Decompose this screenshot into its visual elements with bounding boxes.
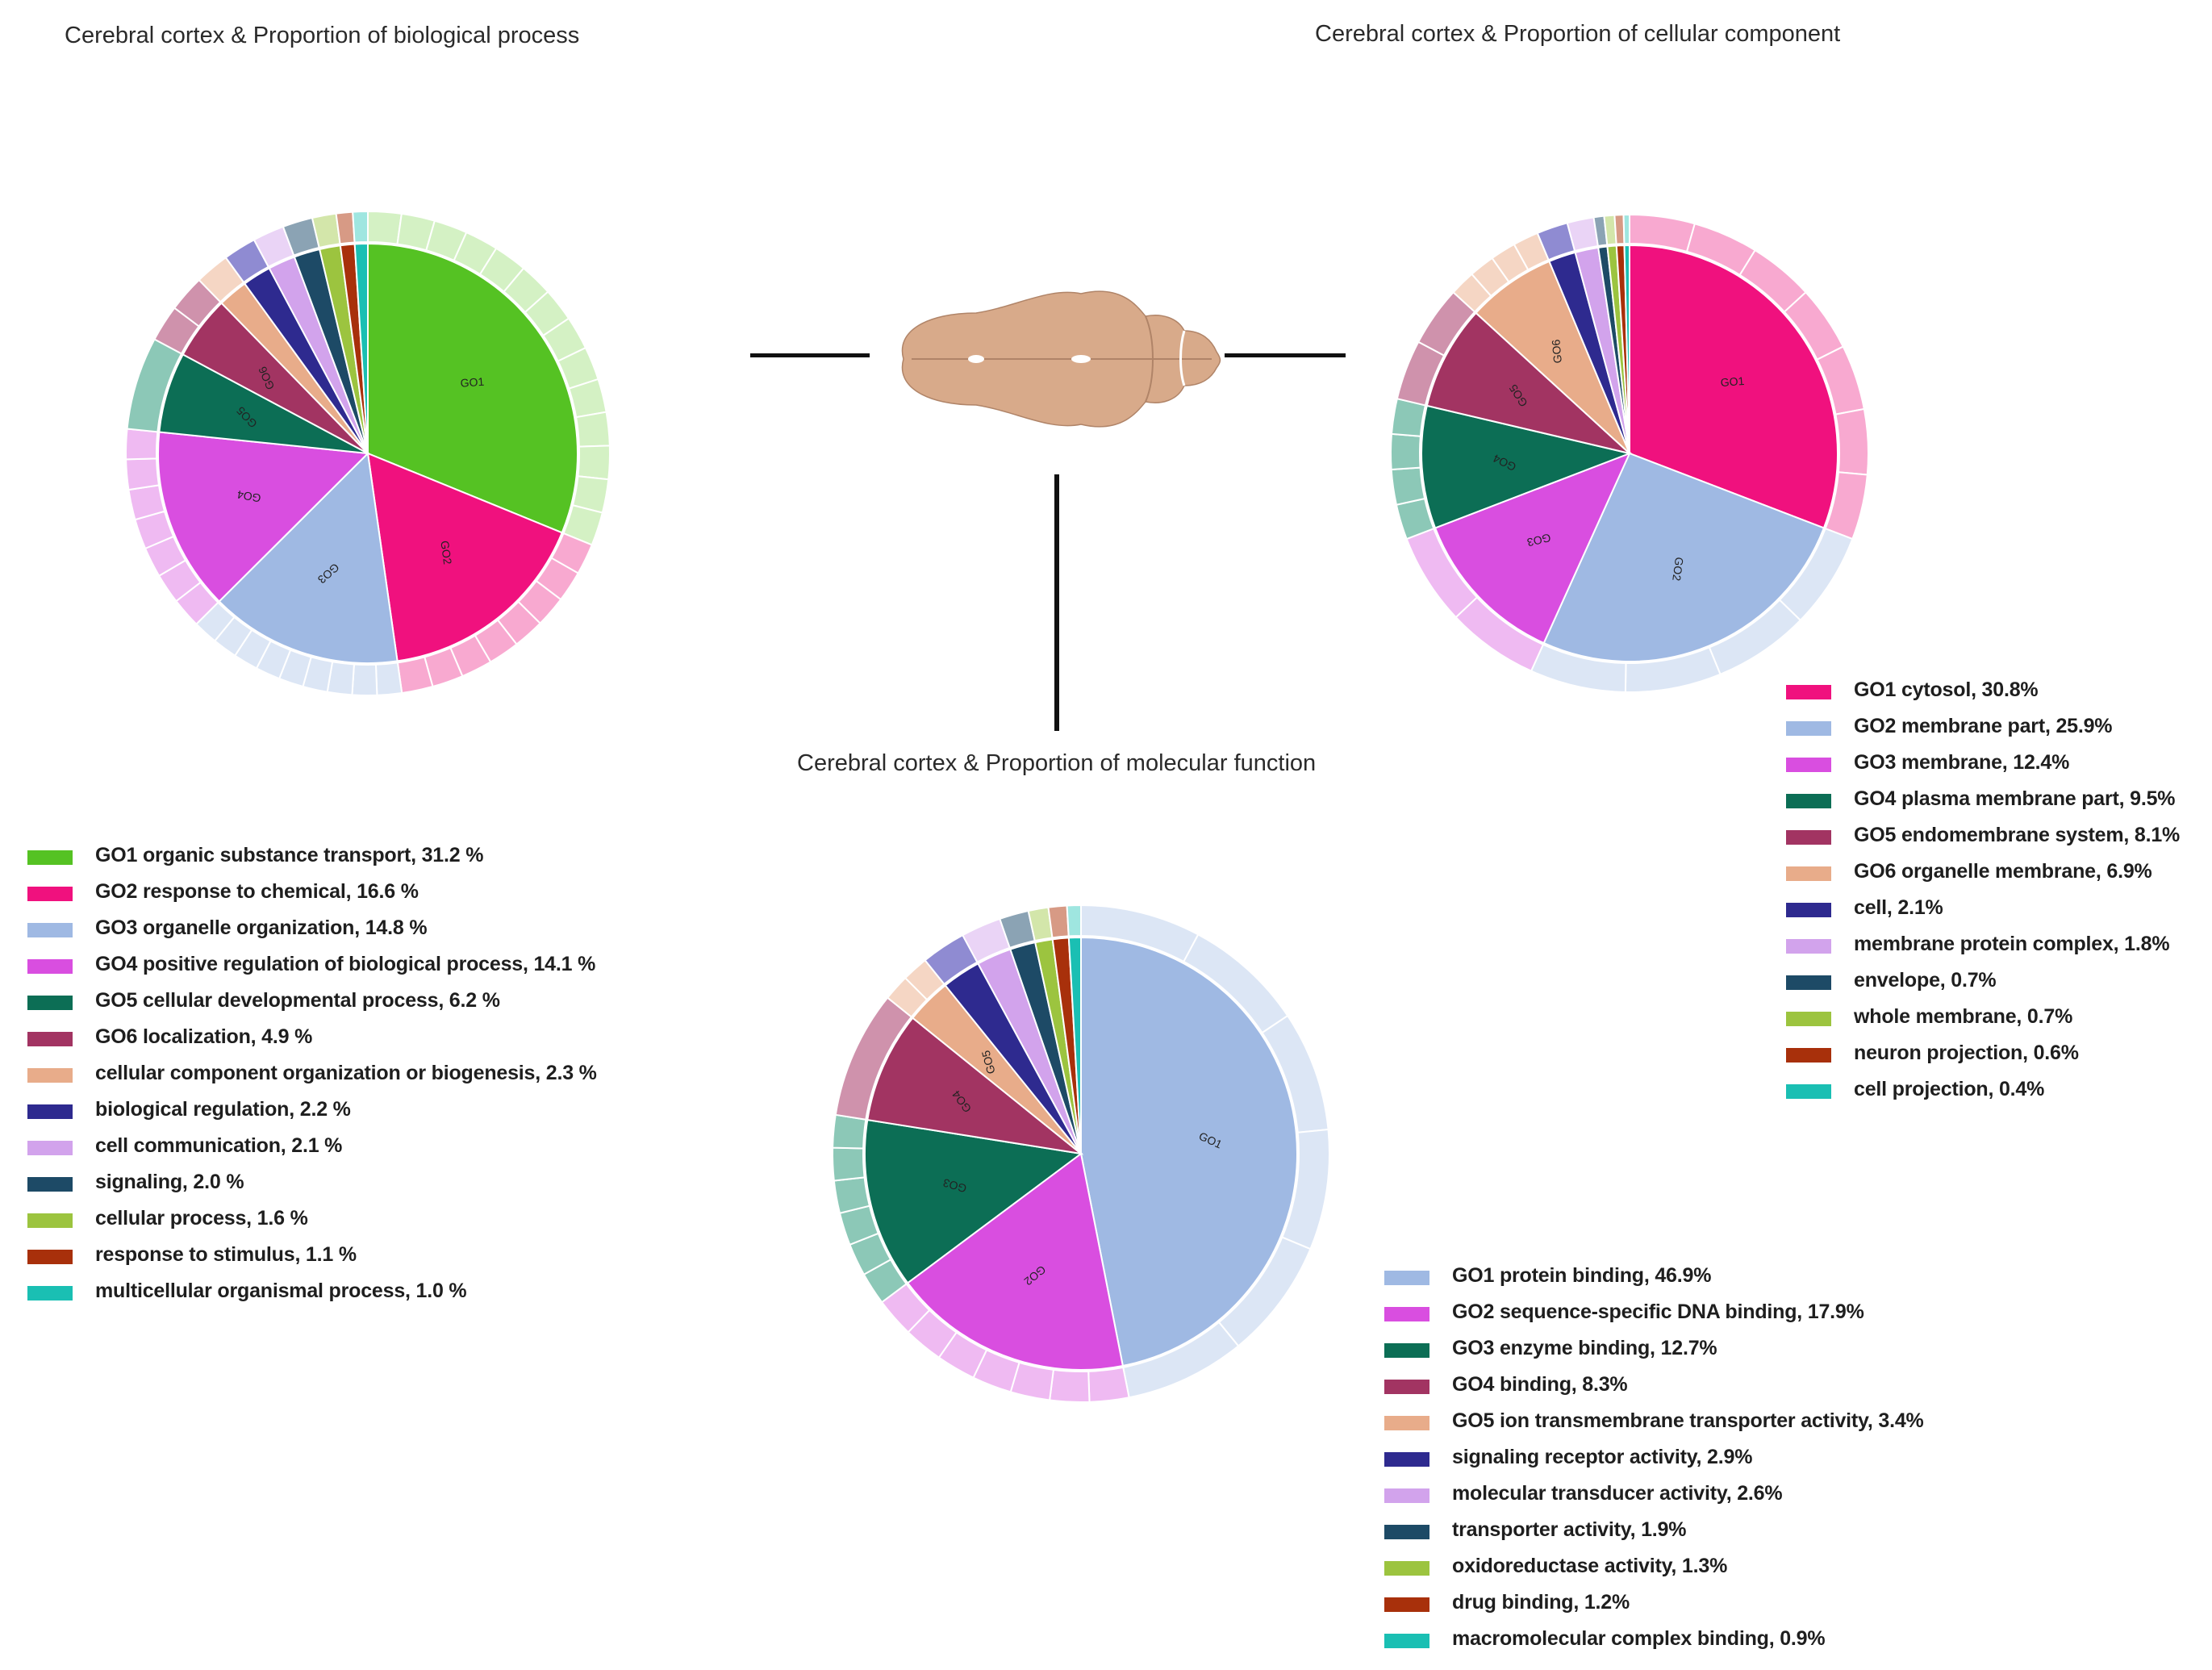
legend-swatch [1384, 1634, 1429, 1648]
legend-label: biological regulation, 2.2 % [95, 1098, 351, 1121]
legend-label: drug binding, 1.2% [1452, 1591, 1630, 1614]
legend-swatch [27, 1177, 73, 1192]
legend-label: whole membrane, 0.7% [1854, 1005, 2072, 1029]
legend-label: signaling receptor activity, 2.9% [1452, 1446, 1752, 1469]
connector-line-down [1054, 474, 1059, 731]
legend-swatch [1786, 975, 1831, 990]
outer-ring-segment [833, 1115, 866, 1149]
outer-ring-segment [1067, 905, 1081, 936]
outer-ring-segment [1050, 1370, 1089, 1402]
legend-swatch [1384, 1343, 1429, 1358]
legend-label: GO2 response to chemical, 16.6 % [95, 880, 419, 904]
connector-line-right [1225, 353, 1346, 357]
legend-label: transporter activity, 1.9% [1452, 1518, 1686, 1542]
legend-label: multicellular organismal process, 1.0 % [95, 1280, 466, 1303]
legend-label: GO4 positive regulation of biological pr… [95, 953, 595, 976]
legend-swatch [1786, 903, 1831, 917]
brain-illustration [879, 282, 1226, 436]
legend-swatch [1786, 830, 1831, 845]
legend-label: membrane protein complex, 1.8% [1854, 933, 2169, 956]
legend-swatch [1786, 1048, 1831, 1063]
legend-swatch [1384, 1307, 1429, 1321]
outer-ring-segment [1048, 905, 1068, 937]
legend-swatch [1786, 866, 1831, 881]
legend-label: cell projection, 0.4% [1854, 1078, 2044, 1101]
legend-label: oxidoreductase activity, 1.3% [1452, 1555, 1727, 1578]
legend-label: GO2 membrane part, 25.9% [1854, 715, 2112, 738]
legend-swatch [1786, 758, 1831, 772]
legend-label: GO5 ion transmembrane transporter activi… [1452, 1409, 1924, 1433]
legend-label: GO1 cytosol, 30.8% [1854, 678, 2038, 702]
legend-swatch [27, 1213, 73, 1228]
legend-label: response to stimulus, 1.1 % [95, 1243, 357, 1267]
legend-swatch [1384, 1452, 1429, 1467]
legend-label: macromolecular complex binding, 0.9% [1452, 1627, 1825, 1651]
legend-label: signaling, 2.0 % [95, 1171, 244, 1194]
legend-swatch [27, 923, 73, 937]
legend-label: GO3 organelle organization, 14.8 % [95, 916, 427, 940]
legend-swatch [27, 1068, 73, 1083]
legend-label: molecular transducer activity, 2.6% [1452, 1482, 1782, 1505]
legend-swatch [27, 996, 73, 1010]
legend-swatch [1384, 1271, 1429, 1285]
legend-label: GO4 plasma membrane part, 9.5% [1854, 787, 2175, 811]
outer-ring-segment [834, 1177, 870, 1213]
legend-label: GO6 organelle membrane, 6.9% [1854, 860, 2152, 883]
legend-swatch [1786, 721, 1831, 736]
outer-ring-segment [1088, 1367, 1129, 1402]
legend-label: GO1 organic substance transport, 31.2 % [95, 844, 483, 867]
legend-swatch [27, 1104, 73, 1119]
outer-ring-segment [833, 1148, 865, 1181]
legend-swatch [27, 887, 73, 901]
legend-swatch [1786, 1084, 1831, 1099]
legend-swatch [1384, 1380, 1429, 1394]
legend-swatch [1384, 1561, 1429, 1576]
legend-swatch [1786, 794, 1831, 808]
legend-label: cellular process, 1.6 % [95, 1207, 308, 1230]
legend-swatch [27, 959, 73, 974]
legend-label: GO6 localization, 4.9 % [95, 1025, 312, 1049]
legend-label: GO2 sequence-specific DNA binding, 17.9% [1452, 1301, 1864, 1324]
legend-label: GO3 membrane, 12.4% [1854, 751, 2069, 774]
legend-swatch [27, 1032, 73, 1046]
legend-swatch [1786, 939, 1831, 954]
legend-label: neuron projection, 0.6% [1854, 1042, 2079, 1065]
legend-swatch [27, 1250, 73, 1264]
connector-line-left [750, 353, 870, 357]
legend-label: GO4 binding, 8.3% [1452, 1373, 1627, 1397]
legend-swatch [1384, 1597, 1429, 1612]
legend-label: cell communication, 2.1 % [95, 1134, 342, 1158]
legend-label: cellular component organization or bioge… [95, 1062, 597, 1085]
legend-label: cell, 2.1% [1854, 896, 1943, 920]
legend-swatch [27, 1141, 73, 1155]
legend-swatch [1384, 1525, 1429, 1539]
legend-label: envelope, 0.7% [1854, 969, 1996, 992]
legend-label: GO1 protein binding, 46.9% [1452, 1264, 1711, 1288]
legend-label: GO5 endomembrane system, 8.1% [1854, 824, 2180, 847]
legend-swatch [27, 850, 73, 865]
legend-swatch [1786, 1012, 1831, 1026]
legend-swatch [1384, 1416, 1429, 1430]
legend-label: GO5 cellular developmental process, 6.2 … [95, 989, 500, 1012]
legend-swatch [1384, 1488, 1429, 1503]
legend-label: GO3 enzyme binding, 12.7% [1452, 1337, 1717, 1360]
legend-swatch [27, 1286, 73, 1301]
legend-swatch [1786, 685, 1831, 699]
